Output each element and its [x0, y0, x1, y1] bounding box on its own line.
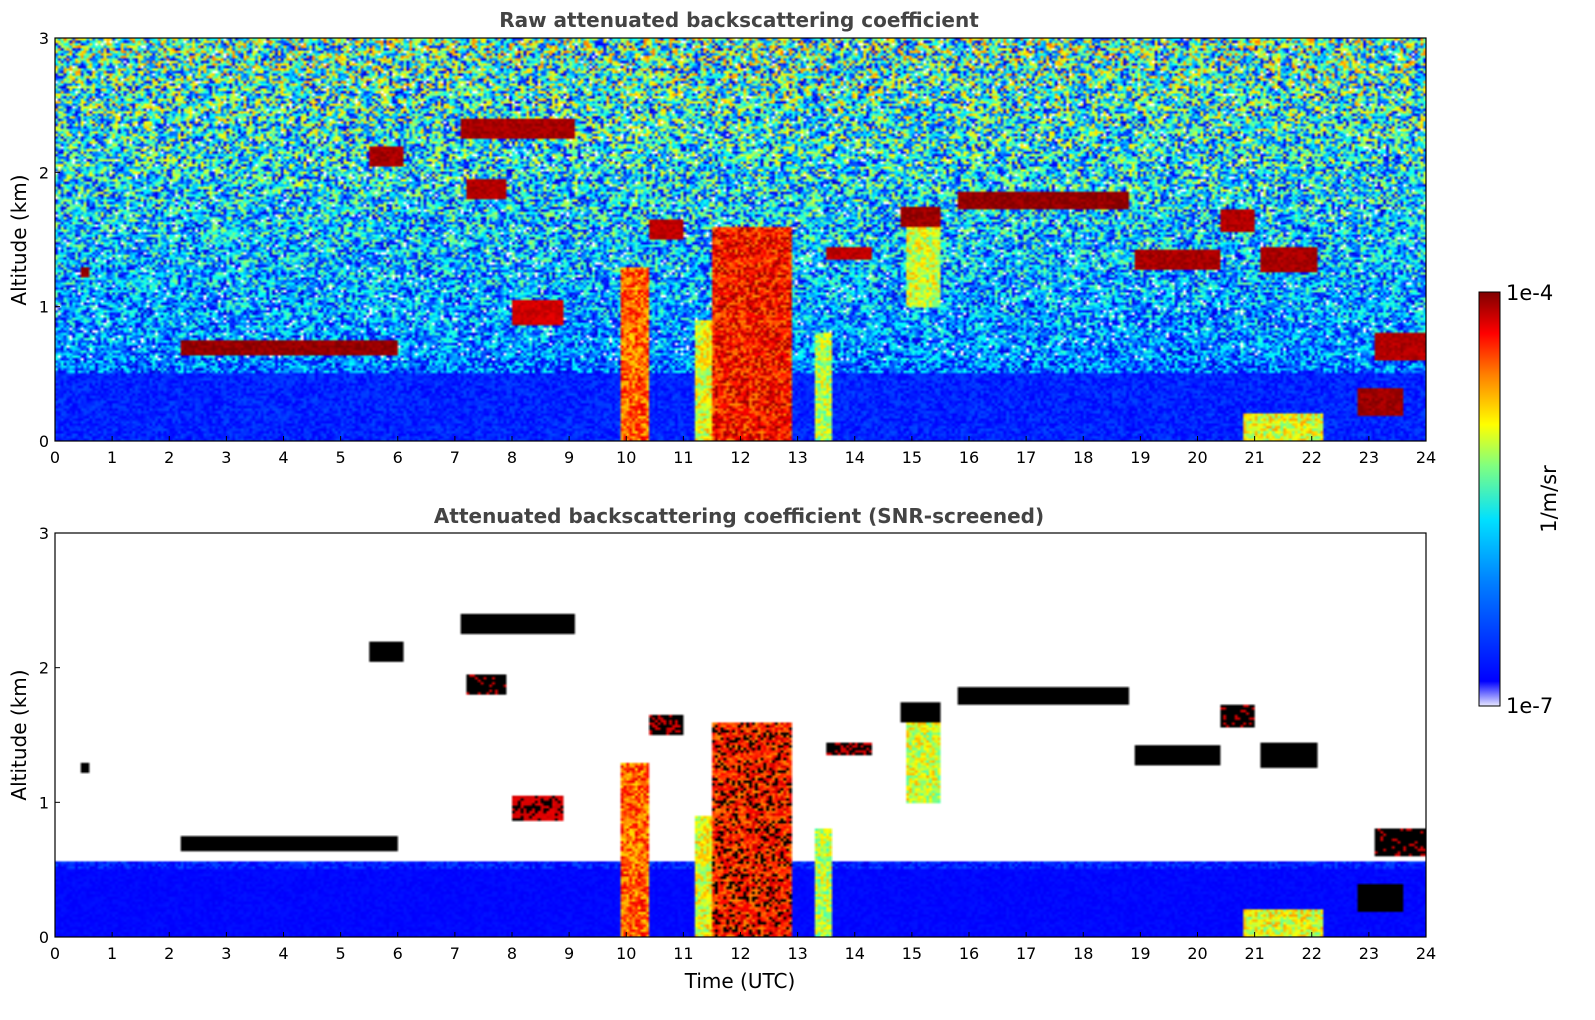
panel1-x-tick-label: 15	[902, 448, 922, 467]
panel1-y-tick-label: 2	[39, 163, 49, 182]
panel2-y-tick-label: 1	[39, 793, 49, 812]
panel2-x-tick-label: 5	[336, 944, 346, 963]
panel1-x-tick-label: 1	[107, 448, 117, 467]
panel1-x-tick-label: 8	[507, 448, 517, 467]
panel2-y-axis-label: Altitude (km)	[7, 669, 31, 800]
panel1-x-tick-label: 10	[616, 448, 636, 467]
panel2-x-tick-label: 24	[1416, 944, 1436, 963]
panel1-y-axis-label: Altitude (km)	[7, 174, 31, 305]
panel1-x-tick-label: 7	[450, 448, 460, 467]
colorbar-min-label: 1e-7	[1506, 694, 1553, 718]
panel2-x-tick-label: 16	[959, 944, 979, 963]
panel1-x-tick-label: 24	[1416, 448, 1436, 467]
panel1-x-tick-label: 6	[393, 448, 403, 467]
panel2-x-tick-label: 9	[564, 944, 574, 963]
panel1-title: Raw attenuated backscattering coefficien…	[499, 8, 979, 32]
panel2-x-tick-label: 23	[1359, 944, 1379, 963]
panel1-x-tick-label: 4	[278, 448, 288, 467]
panel2-x-tick-label: 19	[1130, 944, 1150, 963]
panel2-x-tick-label: 10	[616, 944, 636, 963]
panel2-x-tick-label: 20	[1187, 944, 1207, 963]
panel1-y-ticks: 0 1 2 3	[39, 29, 60, 451]
colorbar-gradient	[1478, 291, 1501, 707]
colorbar: 1e-4 1e-7 1/m/sr	[1478, 281, 1561, 718]
panel2-x-tick-label: 3	[221, 944, 231, 963]
raw-backscatter-heatmap	[55, 38, 1426, 441]
panel2-y-tick-label: 2	[39, 659, 49, 678]
panel2-x-tick-label: 8	[507, 944, 517, 963]
panel1-x-tick-label: 14	[845, 448, 865, 467]
panel1-x-tick-label: 17	[1016, 448, 1036, 467]
panel1-x-tick-label: 3	[221, 448, 231, 467]
panel1-x-tick-label: 22	[1302, 448, 1322, 467]
panel1-x-tick-label: 0	[50, 448, 60, 467]
panel1-x-tick-label: 5	[336, 448, 346, 467]
panel2-x-tick-label: 15	[902, 944, 922, 963]
panel2-y-tick-label: 3	[39, 524, 49, 543]
panel1-y-tick-label: 0	[39, 432, 49, 451]
panel2-x-tick-label: 4	[278, 944, 288, 963]
panel1-x-tick-label: 20	[1187, 448, 1207, 467]
panel2-x-tick-label: 11	[673, 944, 693, 963]
panel2-x-tick-label: 13	[787, 944, 807, 963]
raw-backscatter-panel: Raw attenuated backscattering coefficien…	[7, 8, 1436, 467]
panel1-x-tick-label: 19	[1130, 448, 1150, 467]
panel2-title: Attenuated backscattering coefficient (S…	[434, 504, 1044, 528]
panel2-x-tick-label: 14	[845, 944, 865, 963]
panel2-y-tick-label: 0	[39, 928, 49, 947]
panel1-y-tick-label: 1	[39, 298, 49, 317]
panel1-x-tick-label: 9	[564, 448, 574, 467]
panel1-x-ticks: 0 1 2 3 4 5 6 7 8 9 10 11 12 13 14 15 16 17 18 19 20 21 22 23 24	[50, 436, 1436, 467]
panel1-x-tick-label: 11	[673, 448, 693, 467]
colorbar-max-label: 1e-4	[1506, 281, 1553, 305]
panel1-x-tick-label: 21	[1244, 448, 1264, 467]
panel2-x-ticks: 0 1 2 3 4 5 6 7 8 9 10 11 12 13 14 15 16 17 18 19 20 21 22 23 24	[50, 932, 1436, 963]
panel2-x-tick-label: 6	[393, 944, 403, 963]
panel2-x-tick-label: 18	[1073, 944, 1093, 963]
panel2-x-tick-label: 12	[730, 944, 750, 963]
colorbar-unit-label: 1/m/sr	[1537, 465, 1561, 533]
panel1-y-tick-label: 3	[39, 29, 49, 48]
panel2-x-tick-label: 22	[1302, 944, 1322, 963]
screened-backscatter-heatmap	[55, 533, 1426, 937]
screened-backscatter-panel: Attenuated backscattering coefficient (S…	[7, 504, 1436, 993]
panel2-x-tick-label: 7	[450, 944, 460, 963]
panel1-x-tick-label: 16	[959, 448, 979, 467]
panel2-x-tick-label: 17	[1016, 944, 1036, 963]
panel2-x-tick-label: 1	[107, 944, 117, 963]
x-axis-label: Time (UTC)	[684, 969, 796, 993]
panel1-x-tick-label: 12	[730, 448, 750, 467]
panel2-y-ticks: 0 1 2 3	[39, 524, 60, 947]
panel2-x-tick-label: 2	[164, 944, 174, 963]
panel1-x-tick-label: 23	[1359, 448, 1379, 467]
panel1-x-tick-label: 2	[164, 448, 174, 467]
panel2-x-tick-label: 21	[1244, 944, 1264, 963]
panel1-x-tick-label: 18	[1073, 448, 1093, 467]
panel2-x-tick-label: 0	[50, 944, 60, 963]
panel1-x-tick-label: 13	[787, 448, 807, 467]
